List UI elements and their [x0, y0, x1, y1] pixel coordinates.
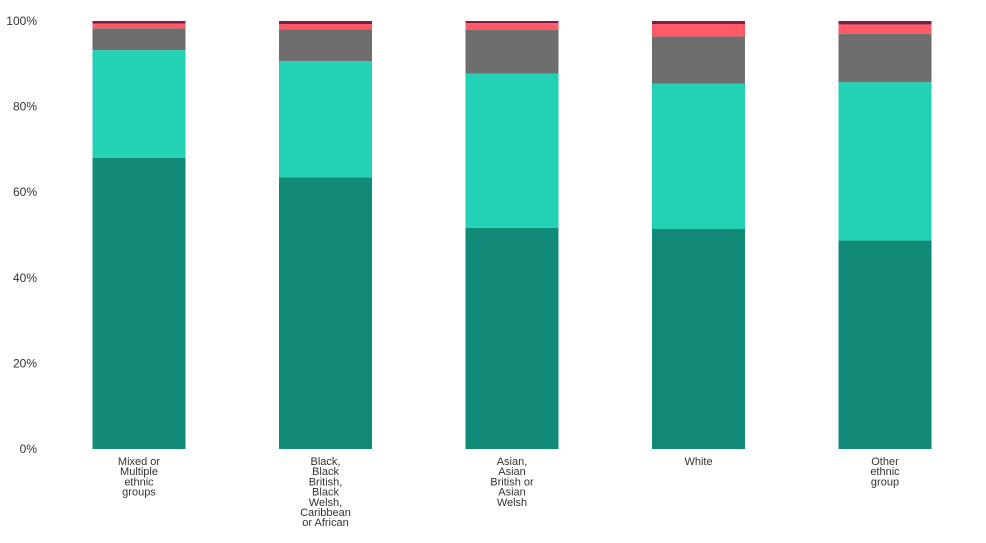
bar-segment-4-5: [652, 21, 745, 24]
bar-segment-5-5: [838, 21, 932, 25]
y-tick-label: 20%: [13, 356, 37, 370]
x-axis: Mixed or Multiple ethnic groups Black, Black B…: [118, 456, 900, 529]
bar-segment-3-4: [465, 23, 559, 30]
bars-group: [92, 21, 932, 449]
bar-segment-1-4: [92, 23, 186, 29]
bar-segment-4-4: [652, 23, 745, 37]
bar-segment-1-3: [92, 28, 186, 51]
y-tick-label: 80%: [13, 100, 37, 114]
x-tick-label: Asian, Asian British or Asian Welsh: [490, 456, 534, 509]
bar-segment-1-1: [92, 157, 186, 449]
bar-segment-3-1: [465, 227, 559, 449]
bar-segment-4-1: [652, 229, 745, 449]
bar-segment-2-2: [279, 61, 372, 178]
bar-segment-1-2: [92, 50, 186, 158]
bar-segment-2-4: [279, 23, 372, 30]
y-tick-label: 0%: [20, 442, 38, 456]
bar-segment-4-2: [652, 83, 745, 230]
bar-segment-5-2: [838, 82, 932, 241]
bar-segment-2-1: [279, 177, 372, 449]
bar-segment-2-5: [279, 21, 372, 24]
bar-segment-3-3: [465, 29, 559, 74]
bar-segment-4-3: [652, 36, 745, 84]
bar-segment-1-5: [92, 21, 186, 24]
y-tick-label: 100%: [6, 14, 37, 28]
bar-segment-3-5: [465, 21, 559, 24]
bar-segment-5-4: [838, 24, 932, 34]
x-tick-label: White: [684, 456, 712, 468]
x-tick-label: Black, Black British, Black Welsh, Caribbean o…: [300, 456, 351, 529]
y-tick-label: 60%: [13, 185, 37, 199]
bar-segment-2-3: [279, 29, 372, 62]
bar-segment-3-2: [465, 73, 559, 228]
y-tick-label: 40%: [13, 271, 37, 285]
bar-segment-5-1: [838, 240, 932, 449]
bar-segment-5-3: [838, 33, 932, 83]
x-tick-label: Mixed or Multiple ethnic groups: [118, 456, 161, 499]
x-tick-label: Other ethnic group: [870, 456, 900, 488]
y-axis: 0% 20% 40% 60% 80% 100%: [6, 14, 37, 456]
